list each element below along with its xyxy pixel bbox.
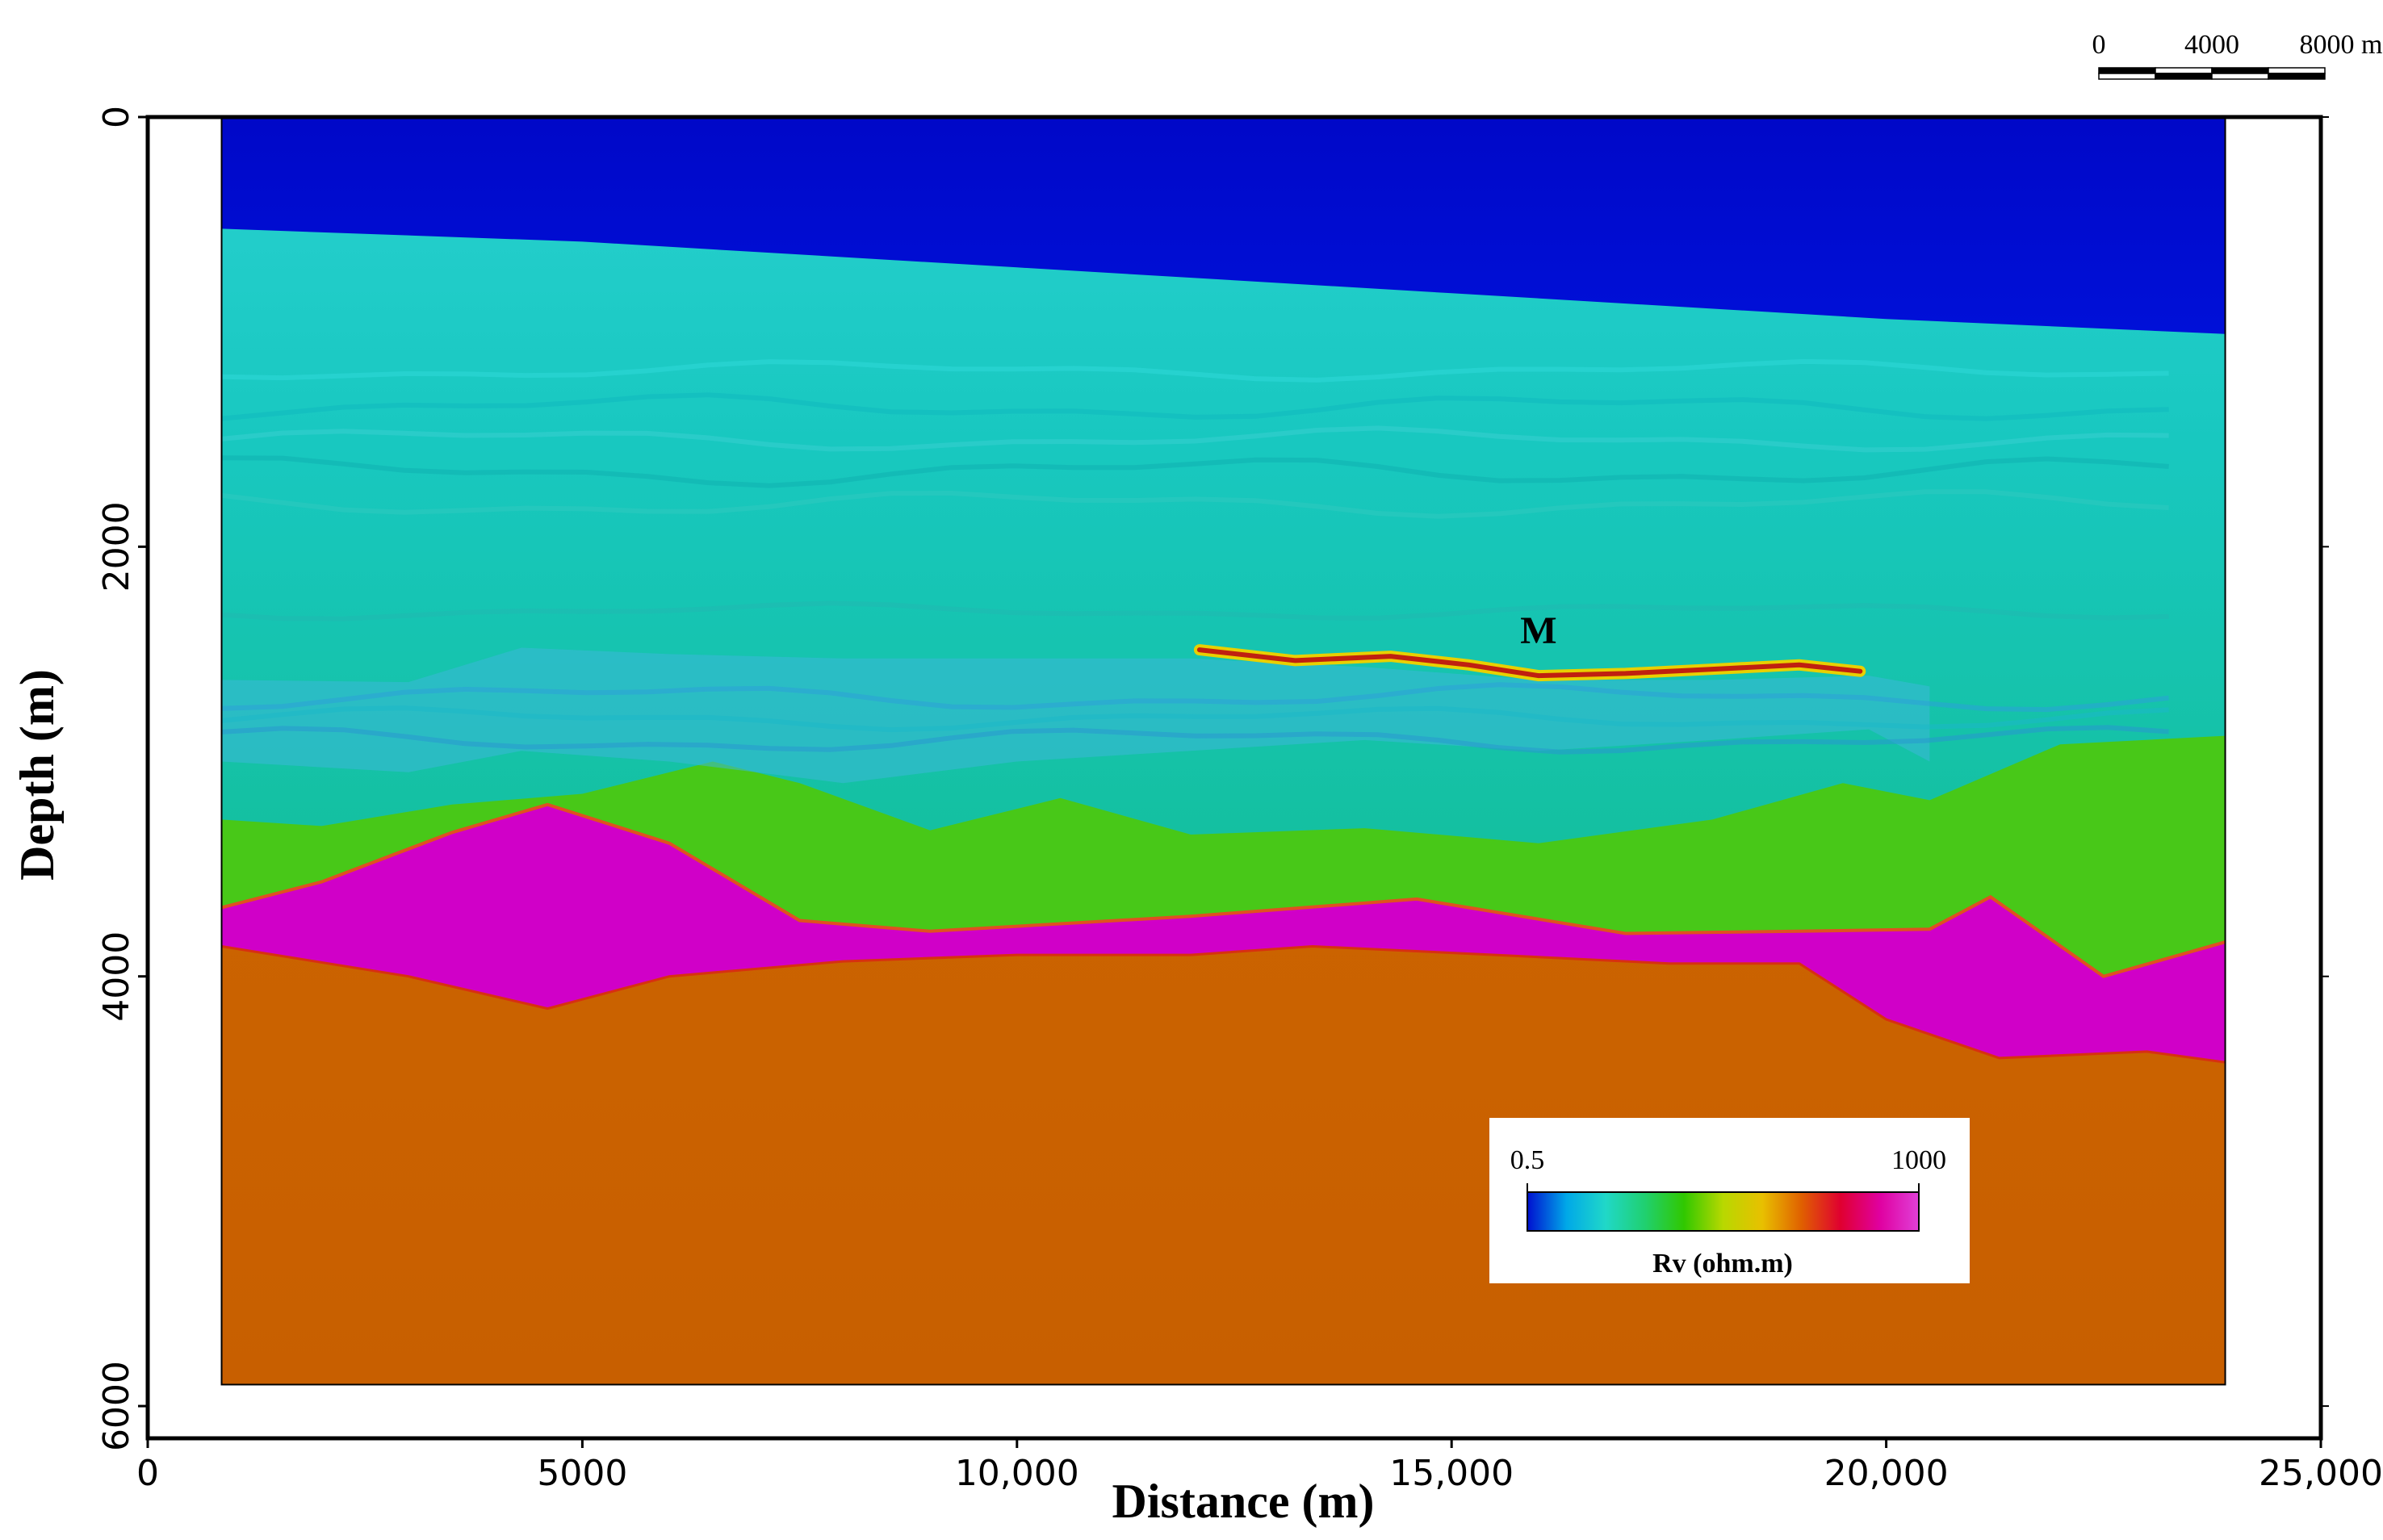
scale-bar-segment — [2268, 73, 2326, 80]
annotation-m-label: M — [1520, 609, 1556, 652]
colorbar-ramp — [1527, 1191, 1920, 1232]
stratum-line — [221, 358, 2169, 383]
x-tick-label: 10,000 — [955, 1453, 1079, 1494]
scale-bar-segment — [2098, 67, 2156, 74]
stratum-line — [221, 705, 2169, 733]
layer-texture — [221, 358, 2169, 755]
colorbar-max-label: 1000 — [1891, 1145, 1946, 1175]
layer-resistive — [221, 804, 2226, 1063]
y-tick-label: 2000 — [96, 501, 137, 592]
layer-water — [221, 117, 2226, 334]
scale-bar: 0 4000 8000 m — [2092, 30, 2383, 80]
stratum-line — [221, 425, 2169, 453]
x-axis: 0 5000 10,000 15,000 20,000 25,000 — [136, 1438, 2383, 1494]
x-tick-label: 15,000 — [1389, 1453, 1514, 1494]
stratum-line — [221, 682, 2169, 713]
resistive-bottom-edge — [221, 944, 2226, 1064]
x-tick-label: 25,000 — [2259, 1453, 2383, 1494]
stratum-line — [221, 489, 2169, 519]
x-tick-label: 5000 — [537, 1453, 627, 1494]
scale-bar-segment — [2155, 67, 2213, 74]
stratum-line — [221, 455, 2169, 488]
x-axis-label: Distance (m) — [1112, 1475, 1375, 1528]
scale-bar-segment — [2098, 73, 2156, 80]
model-area — [221, 117, 2226, 1385]
y-tick-label: 6000 — [96, 1361, 137, 1451]
y-axis-label: Depth (m) — [10, 669, 64, 881]
scale-bar-segment — [2211, 73, 2269, 80]
colorbar-title: Rv (ohm.m) — [1652, 1249, 1793, 1278]
scale-bar-segment — [2211, 67, 2269, 74]
stratum-line — [221, 725, 2169, 755]
model-frame — [220, 116, 2226, 1386]
scale-bar-segment — [2268, 67, 2326, 74]
scale-bar-label: 4000 — [2184, 30, 2239, 60]
stratum-line — [221, 392, 2169, 421]
x-tick-label: 0 — [136, 1453, 159, 1494]
scale-bar-segment — [2155, 73, 2213, 80]
resistive-top-edge — [221, 802, 2226, 978]
y-tick-label: 0 — [96, 106, 137, 128]
anomaly-m-body — [1196, 647, 1863, 679]
colorbar-min-label: 0.5 — [1510, 1145, 1545, 1175]
y-axis: 0 2000 4000 6000 — [96, 106, 2329, 1451]
colorbar-legend: 0.5 1000 Rv (ohm.m) — [1489, 1118, 1970, 1283]
stratum-line — [221, 601, 2169, 621]
x-tick-label: 20,000 — [1824, 1453, 1949, 1494]
y-tick-label: 4000 — [96, 931, 137, 1022]
scale-bar-label: 0 — [2092, 30, 2106, 60]
scale-bar-label: 8000 m — [2300, 30, 2383, 60]
